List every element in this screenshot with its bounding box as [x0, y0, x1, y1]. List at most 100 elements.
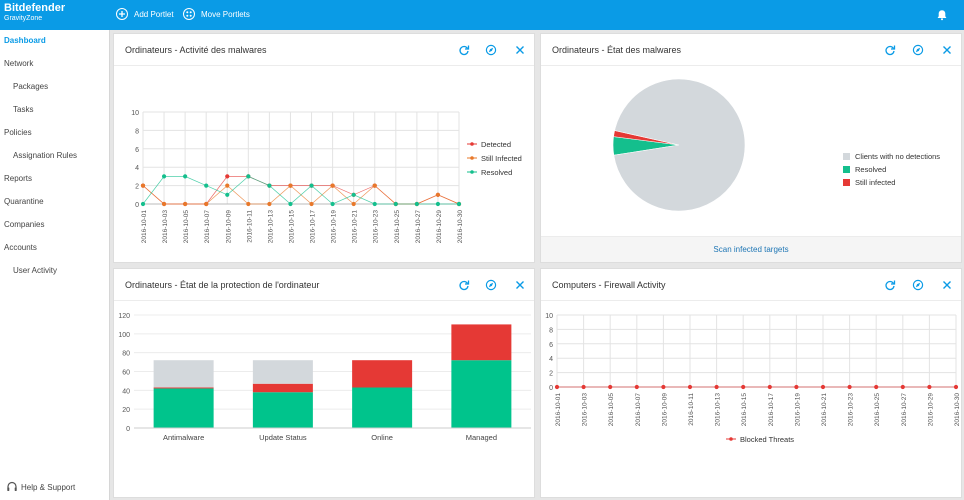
sidebar-item-accounts[interactable]: Accounts: [4, 243, 37, 252]
close-icon[interactable]: [941, 44, 953, 56]
data-point: [267, 201, 272, 207]
portlet-footer: Scan infected targets: [541, 236, 961, 262]
sidebar-item-quarantine[interactable]: Quarantine: [4, 197, 44, 206]
y-tick-label: 4: [135, 165, 139, 172]
refresh-icon[interactable]: [458, 279, 470, 291]
sidebar-item-user-activity[interactable]: User Activity: [13, 266, 58, 275]
portlet-title: Ordinateurs - État de la protection de l…: [125, 280, 320, 290]
x-tick-label: 2016-10-19: [794, 393, 801, 427]
data-point: [288, 201, 293, 207]
legend-label: Resolved: [855, 165, 886, 174]
protection-status-portlet: Ordinateurs - État de la protection de l…: [113, 268, 535, 498]
sidebar-item-policies[interactable]: Policies: [4, 128, 32, 137]
move-grid-icon: [183, 8, 195, 20]
x-category-label: Online: [371, 433, 393, 442]
data-point: [225, 192, 230, 197]
x-tick-label: 2016-10-01: [141, 210, 148, 244]
y-tick-label: 10: [545, 313, 553, 320]
data-point: [246, 201, 251, 207]
x-tick-label: 2016-10-19: [331, 210, 338, 244]
sidebar-item-packages[interactable]: Packages: [13, 82, 49, 91]
refresh-icon[interactable]: [884, 279, 896, 291]
sidebar-item-companies[interactable]: Companies: [4, 220, 45, 229]
headset-icon: [7, 481, 17, 491]
y-tick-label: 8: [549, 327, 553, 334]
x-tick-label: 2016-10-15: [741, 393, 748, 427]
close-icon[interactable]: [514, 279, 526, 291]
sidebar-item-assignation-rules[interactable]: Assignation Rules: [13, 151, 78, 160]
y-tick-label: 80: [122, 351, 130, 358]
x-category-label: Antimalware: [163, 433, 204, 442]
bar-segment: [153, 388, 214, 428]
data-point: [874, 384, 879, 390]
refresh-icon[interactable]: [884, 44, 896, 56]
sidebar-item-network[interactable]: Network: [4, 59, 34, 68]
bell-icon[interactable]: [936, 9, 948, 21]
close-icon[interactable]: [941, 279, 953, 291]
y-tick-label: 40: [122, 388, 130, 395]
x-tick-label: 2016-10-13: [715, 393, 722, 427]
x-tick-label: 2016-10-09: [225, 210, 232, 244]
data-point: [581, 384, 586, 390]
x-tick-label: 2016-10-23: [373, 210, 380, 244]
x-tick-label: 2016-10-25: [874, 393, 881, 427]
data-point: [372, 201, 377, 207]
portlet-title: Ordinateurs - Activité des malwares: [125, 45, 267, 55]
compass-icon[interactable]: [485, 279, 497, 291]
brand-logo[interactable]: Bitdefender GravityZone: [4, 2, 66, 23]
bar-segment: [153, 360, 214, 388]
data-point: [741, 384, 746, 390]
x-tick-label: 2016-10-01: [555, 393, 562, 427]
data-point: [554, 384, 560, 390]
add-portlet-button[interactable]: Add Portlet: [116, 8, 174, 20]
y-tick-label: 0: [135, 202, 139, 209]
x-tick-label: 2016-10-11: [688, 393, 695, 426]
compass-icon[interactable]: [485, 44, 497, 56]
data-point: [372, 183, 377, 188]
sidebar-item-tasks[interactable]: Tasks: [13, 105, 34, 114]
refresh-icon[interactable]: [458, 44, 470, 56]
compass-icon[interactable]: [912, 44, 924, 56]
compass-icon[interactable]: [912, 279, 924, 291]
y-tick-label: 6: [135, 147, 139, 154]
brand-name: Bitdefender: [4, 2, 66, 14]
sidebar-item-dashboard[interactable]: Dashboard: [4, 36, 46, 45]
data-point: [927, 384, 932, 390]
data-point: [183, 174, 188, 179]
y-tick-label: 20: [122, 407, 130, 414]
data-point: [687, 384, 693, 390]
x-tick-label: 2016-10-17: [310, 210, 317, 244]
x-tick-label: 2016-10-21: [821, 393, 828, 427]
malware-activity-chart: 0 2 4 6 8 10 2016-10-01 2016-10-03 2016-10-05 201…: [131, 110, 522, 244]
scan-infected-targets-link[interactable]: Scan infected targets: [713, 245, 789, 254]
x-tick-label: 2016-10-07: [204, 210, 211, 244]
legend-label: Clients with no detections: [855, 152, 940, 161]
plus-circle-icon: [116, 8, 128, 20]
data-point: [225, 183, 230, 188]
sidebar-item-reports[interactable]: Reports: [4, 174, 33, 183]
data-point: [414, 201, 419, 207]
firewall-activity-portlet: Computers - Firewall Activity 0 2 4 6 8 10 201…: [540, 268, 962, 498]
data-point: [393, 201, 398, 207]
data-point: [847, 384, 852, 390]
data-point: [435, 192, 441, 197]
legend-swatch: [843, 166, 850, 173]
x-tick-label: 2016-10-30: [954, 393, 961, 427]
bar-segment: [252, 360, 313, 384]
data-point: [435, 201, 441, 207]
help-support-link[interactable]: Help & Support: [6, 481, 75, 493]
data-point: [767, 384, 772, 390]
legend-label: Still Infected: [481, 154, 522, 163]
bar-segment: [352, 360, 413, 388]
close-icon[interactable]: [514, 44, 526, 56]
x-category-label: Managed: [466, 433, 497, 442]
series-line-resolved: [142, 175, 459, 205]
legend-marker: [470, 142, 474, 146]
data-point: [351, 192, 356, 197]
legend-label: Detected: [481, 140, 511, 149]
x-tick-label: 2016-10-29: [436, 210, 443, 244]
data-point: [608, 384, 613, 390]
x-tick-label: 2016-10-30: [457, 210, 464, 244]
y-tick-label: 60: [122, 370, 130, 377]
move-portlets-button[interactable]: Move Portlets: [183, 8, 250, 20]
